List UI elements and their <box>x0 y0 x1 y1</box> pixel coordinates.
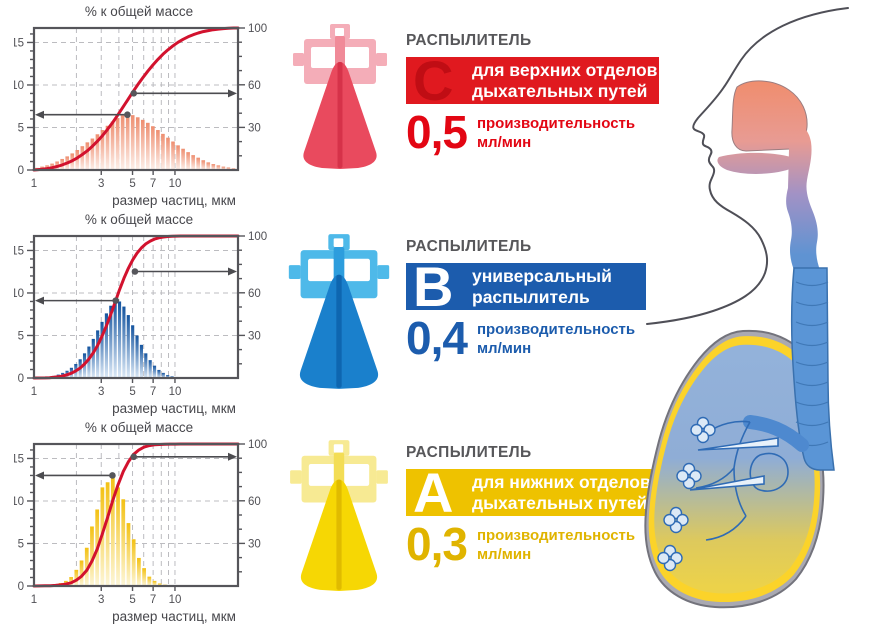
flow-rate-label2-c: мл/мин <box>476 134 532 151</box>
svg-text:0: 0 <box>18 165 24 177</box>
nebulizer-header-b: РАСПЫЛИТЕЛЬ <box>406 238 532 255</box>
svg-text:3: 3 <box>98 386 104 398</box>
svg-text:10: 10 <box>169 386 182 398</box>
svg-text:размер частиц, мкм: размер частиц, мкм <box>112 609 236 624</box>
trachea-region <box>743 267 835 471</box>
banner-a: A для нижних отделов дыхательных путей <box>406 461 661 524</box>
flow-rate-label1-a: производительность <box>476 527 636 544</box>
section-universal: РАСПЫЛИТЕЛЬ B универсальный распылитель … <box>406 238 668 361</box>
svg-text:5: 5 <box>129 178 135 190</box>
banner-c: C для верхних отделов дыхательных путей <box>406 49 659 112</box>
banner-line1-c: для верхних отделов <box>472 59 658 80</box>
banner-line2-b: распылитель <box>472 286 590 307</box>
particle-size-chart-upper-airways: 0 5 10 15 30 60 100 1 3 5 7 10 % к общей массе размер… <box>14 4 267 208</box>
banner-letter-b: B <box>413 255 454 318</box>
svg-text:15: 15 <box>14 245 24 257</box>
bronchial-tree <box>689 420 789 541</box>
flow-rate-a: 0,3 производительность мл/мин <box>406 521 668 567</box>
svg-text:15: 15 <box>14 37 24 49</box>
flow-rate-label1-b: производительность <box>476 321 636 338</box>
flow-rate-labels-a: производительность мл/мин <box>467 521 635 564</box>
banner-text-a: для нижних отделов дыхательных путей <box>467 472 651 514</box>
head-profile-outline <box>646 7 849 325</box>
banner-line2-a: дыхательных путей <box>472 492 648 513</box>
nebulizer-header-a: РАСПЫЛИТЕЛЬ <box>406 444 532 461</box>
svg-text:% к общей массе: % к общей массе <box>85 212 193 227</box>
svg-text:10: 10 <box>14 288 24 300</box>
banner-b: B универсальный распылитель <box>406 255 646 318</box>
svg-text:3: 3 <box>98 594 104 606</box>
flow-rate-labels-c: производительность мл/мин <box>467 109 635 152</box>
flow-rate-value-b: 0,4 <box>406 312 468 364</box>
svg-text:100: 100 <box>248 23 267 35</box>
banner-letter-a: A <box>413 461 454 524</box>
svg-text:30: 30 <box>248 122 261 134</box>
section-lower-airways: РАСПЫЛИТЕЛЬ A для нижних отделов дыхател… <box>406 444 668 567</box>
banner-text-b: универсальный распылитель <box>467 266 612 308</box>
svg-text:15: 15 <box>14 453 24 465</box>
svg-text:7: 7 <box>150 386 156 398</box>
svg-text:100: 100 <box>248 231 267 243</box>
upper-airways-region <box>717 80 820 270</box>
particle-size-chart-lower-airways: 0 5 10 15 30 60 100 1 3 5 7 10 % к общей массе размер… <box>14 420 267 624</box>
flow-rate-label1-c: производительность <box>476 115 636 132</box>
svg-text:5: 5 <box>129 594 135 606</box>
flow-rate-value-a: 0,3 <box>406 518 468 570</box>
svg-text:30: 30 <box>248 330 261 342</box>
flow-rate-label2-a: мл/мин <box>476 546 532 563</box>
respiratory-tract-illustration <box>644 7 849 609</box>
svg-text:размер частиц, мкм: размер частиц, мкм <box>112 193 236 208</box>
svg-text:1: 1 <box>31 594 37 606</box>
nebulizer-header-c: РАСПЫЛИТЕЛЬ <box>406 32 532 49</box>
svg-text:10: 10 <box>169 178 182 190</box>
svg-text:30: 30 <box>248 538 261 550</box>
nebulizer-nozzle-c-icon <box>293 24 387 169</box>
banner-line1-b: универсальный <box>472 265 612 286</box>
svg-text:7: 7 <box>150 594 156 606</box>
svg-text:5: 5 <box>18 122 24 134</box>
svg-text:10: 10 <box>14 80 24 92</box>
svg-text:0: 0 <box>18 581 24 593</box>
nebulizer-nozzle-b-icon <box>288 234 390 389</box>
banner-letter-c: C <box>413 49 454 112</box>
svg-text:100: 100 <box>248 439 267 451</box>
flow-rate-value-c: 0,5 <box>406 106 468 158</box>
svg-text:3: 3 <box>98 178 104 190</box>
flow-rate-c: 0,5 производительность мл/мин <box>406 109 668 155</box>
banner-text-c: для верхних отделов дыхательных путей <box>467 60 657 102</box>
svg-text:5: 5 <box>18 538 24 550</box>
svg-text:60: 60 <box>248 80 261 92</box>
flow-rate-b: 0,4 производительность мл/мин <box>406 315 668 361</box>
particle-size-chart-universal: 0 5 10 15 30 60 100 1 3 5 7 10 % к общей массе размер… <box>14 212 267 416</box>
svg-text:1: 1 <box>31 386 37 398</box>
svg-text:10: 10 <box>14 496 24 508</box>
svg-text:% к общей массе: % к общей массе <box>85 420 193 435</box>
banner-line2-c: дыхательных путей <box>472 80 648 101</box>
svg-text:60: 60 <box>248 288 261 300</box>
nebulizer-nozzle-a-icon <box>290 440 388 591</box>
flow-rate-labels-b: производительность мл/мин <box>467 315 635 358</box>
banner-line1-a: для нижних отделов <box>472 471 651 492</box>
svg-text:размер частиц, мкм: размер частиц, мкм <box>112 401 236 416</box>
alveoli-clusters <box>657 416 716 572</box>
svg-text:5: 5 <box>129 386 135 398</box>
flow-rate-label2-b: мл/мин <box>476 340 532 357</box>
svg-text:1: 1 <box>31 178 37 190</box>
svg-text:5: 5 <box>18 330 24 342</box>
svg-text:% к общей массе: % к общей массе <box>85 4 193 19</box>
svg-text:60: 60 <box>248 496 261 508</box>
svg-text:10: 10 <box>169 594 182 606</box>
svg-text:7: 7 <box>150 178 156 190</box>
section-upper-airways: РАСПЫЛИТЕЛЬ C для верхних отделов дыхате… <box>406 32 668 155</box>
svg-text:0: 0 <box>18 373 24 385</box>
